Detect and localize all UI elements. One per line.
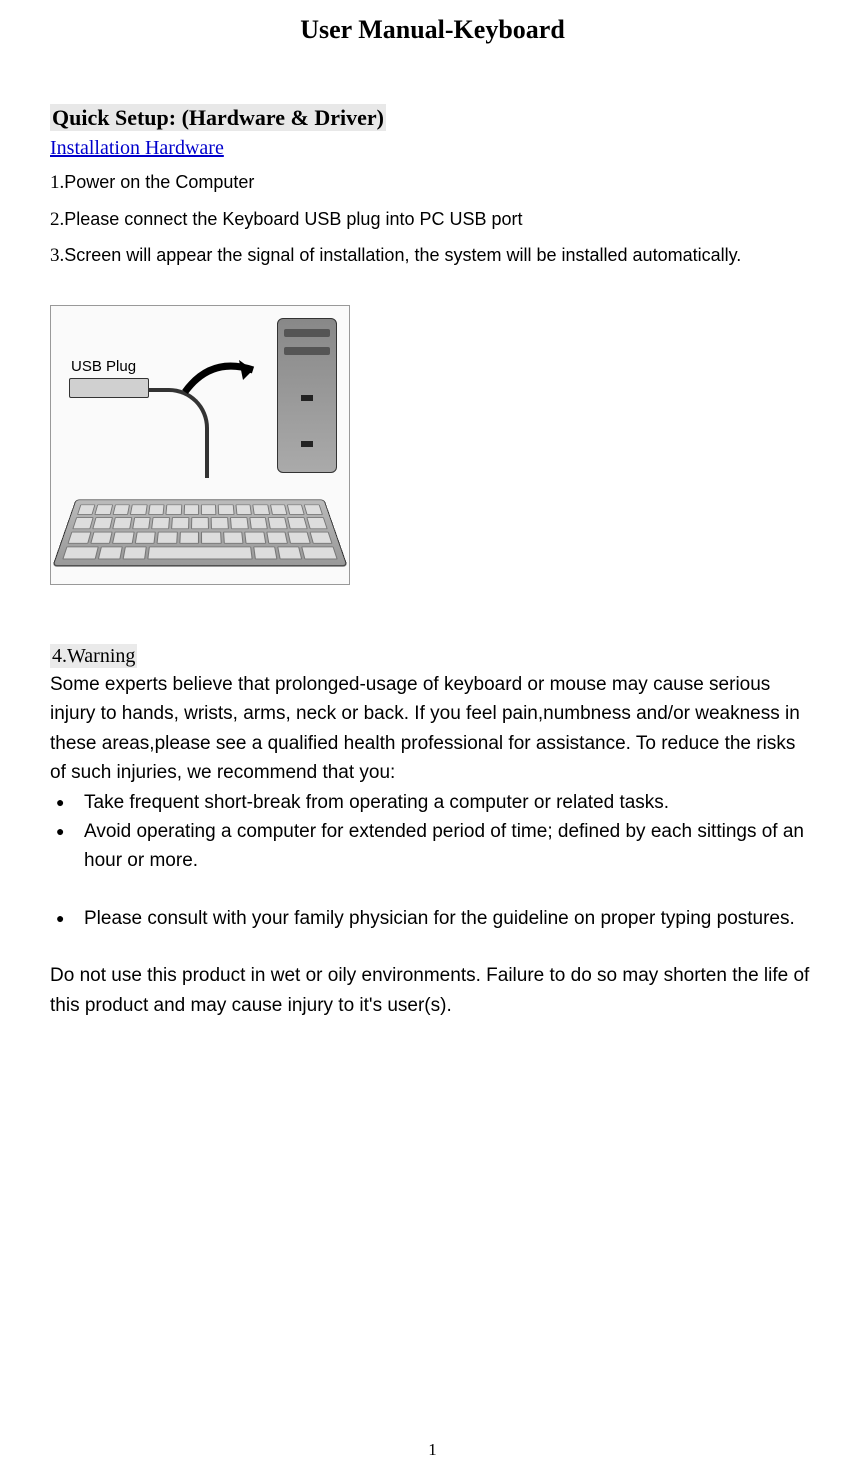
page-number: 1: [0, 1440, 865, 1460]
warning-bullet-list: Take frequent short-break from operating…: [50, 788, 815, 876]
usb-connection-diagram: USB Plug: [50, 305, 350, 585]
step-1: 1.Power on the Computer: [50, 170, 815, 197]
step-1-number: 1.: [50, 172, 64, 193]
warning-paragraph-1: Some experts believe that prolonged-usag…: [50, 670, 815, 788]
step-2: 2.Please connect the Keyboard USB plug i…: [50, 207, 815, 234]
warning-bullet-1: Take frequent short-break from operating…: [50, 788, 815, 817]
step-1-text: Power on the Computer: [64, 172, 254, 192]
warning-bullet-3: Please consult with your family physicia…: [50, 904, 815, 933]
keyboard-icon: [52, 499, 347, 566]
step-2-text: Please connect the Keyboard USB plug int…: [64, 209, 522, 229]
usb-plug-icon: [69, 378, 149, 398]
link-installation-hardware[interactable]: Installation Hardware: [50, 137, 815, 160]
step-3: 3.Screen will appear the signal of insta…: [50, 243, 815, 270]
step-2-number: 2.: [50, 209, 64, 230]
warning-bullet-list-2: Please consult with your family physicia…: [50, 904, 815, 933]
section-heading-quick-setup: Quick Setup: (Hardware & Driver): [50, 104, 386, 131]
section-heading-warning: 4.Warning: [50, 644, 137, 668]
step-3-number: 3.: [50, 245, 64, 266]
document-title: User Manual-Keyboard: [50, 15, 815, 45]
arrow-icon: [181, 352, 271, 402]
pc-tower-icon: [277, 318, 337, 473]
usb-plug-label: USB Plug: [71, 358, 136, 375]
warning-paragraph-2: Do not use this product in wet or oily e…: [50, 961, 815, 1020]
warning-bullet-2: Avoid operating a computer for extended …: [50, 817, 815, 876]
step-3-text: Screen will appear the signal of install…: [64, 245, 741, 265]
